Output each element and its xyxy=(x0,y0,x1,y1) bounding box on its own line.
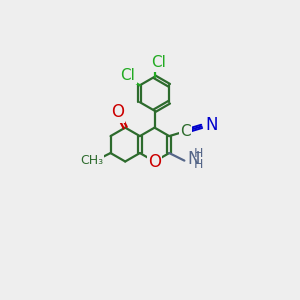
Text: N: N xyxy=(188,150,200,168)
Text: Cl: Cl xyxy=(120,68,135,83)
Text: O: O xyxy=(148,152,161,170)
Text: CH₃: CH₃ xyxy=(80,154,103,167)
Text: H: H xyxy=(194,147,203,160)
Text: C: C xyxy=(180,124,191,139)
Text: H: H xyxy=(194,158,203,171)
Text: N: N xyxy=(206,116,218,134)
Text: Cl: Cl xyxy=(151,56,166,70)
Text: O: O xyxy=(111,103,124,122)
